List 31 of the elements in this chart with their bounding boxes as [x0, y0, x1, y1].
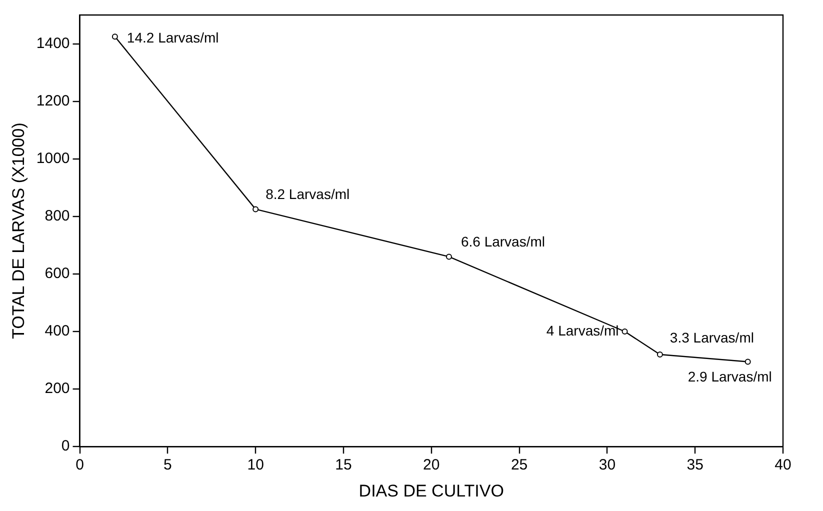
x-tick-label: 30 — [598, 456, 616, 474]
x-tick-label: 5 — [164, 456, 172, 474]
y-tick-label: 1400 — [36, 34, 70, 52]
x-tick-label: 40 — [774, 456, 792, 474]
y-axis-title: TOTAL DE LARVAS (X1000) — [8, 122, 28, 339]
x-tick-label: 0 — [76, 456, 84, 474]
x-tick-label: 15 — [335, 456, 352, 474]
y-tick-label: 0 — [61, 438, 70, 455]
annotation: 8.2 Larvas/ml — [266, 186, 350, 202]
annotation: 6.6 Larvas/ml — [460, 234, 546, 250]
annotation: 2.9 Larvas/ml — [688, 368, 772, 385]
point — [656, 352, 663, 358]
annotation: 4 Larvas/ml — [546, 322, 619, 338]
point — [622, 328, 628, 335]
x-tick-label: 10 — [247, 456, 264, 474]
y-tick-label: 1200 — [36, 92, 70, 110]
x-axis-title: DIAS DE CULTIVO — [358, 481, 504, 500]
annotation: 14.2 Larvas/ml — [126, 29, 219, 46]
x-tick-label: 35 — [686, 456, 704, 474]
y-tick-label: 800 — [44, 208, 70, 225]
point — [252, 206, 259, 212]
x-tick-label: 20 — [423, 456, 440, 474]
point — [112, 34, 118, 40]
annotation: 3.3 Larvas/ml — [670, 329, 754, 346]
y-tick-label: 600 — [44, 265, 70, 282]
y-tick-label: 200 — [44, 380, 70, 398]
point — [744, 358, 751, 365]
x-tick-label: 25 — [510, 456, 528, 474]
point — [446, 254, 452, 260]
y-tick-label: 400 — [44, 322, 70, 340]
y-tick-label: 1000 — [36, 150, 70, 168]
